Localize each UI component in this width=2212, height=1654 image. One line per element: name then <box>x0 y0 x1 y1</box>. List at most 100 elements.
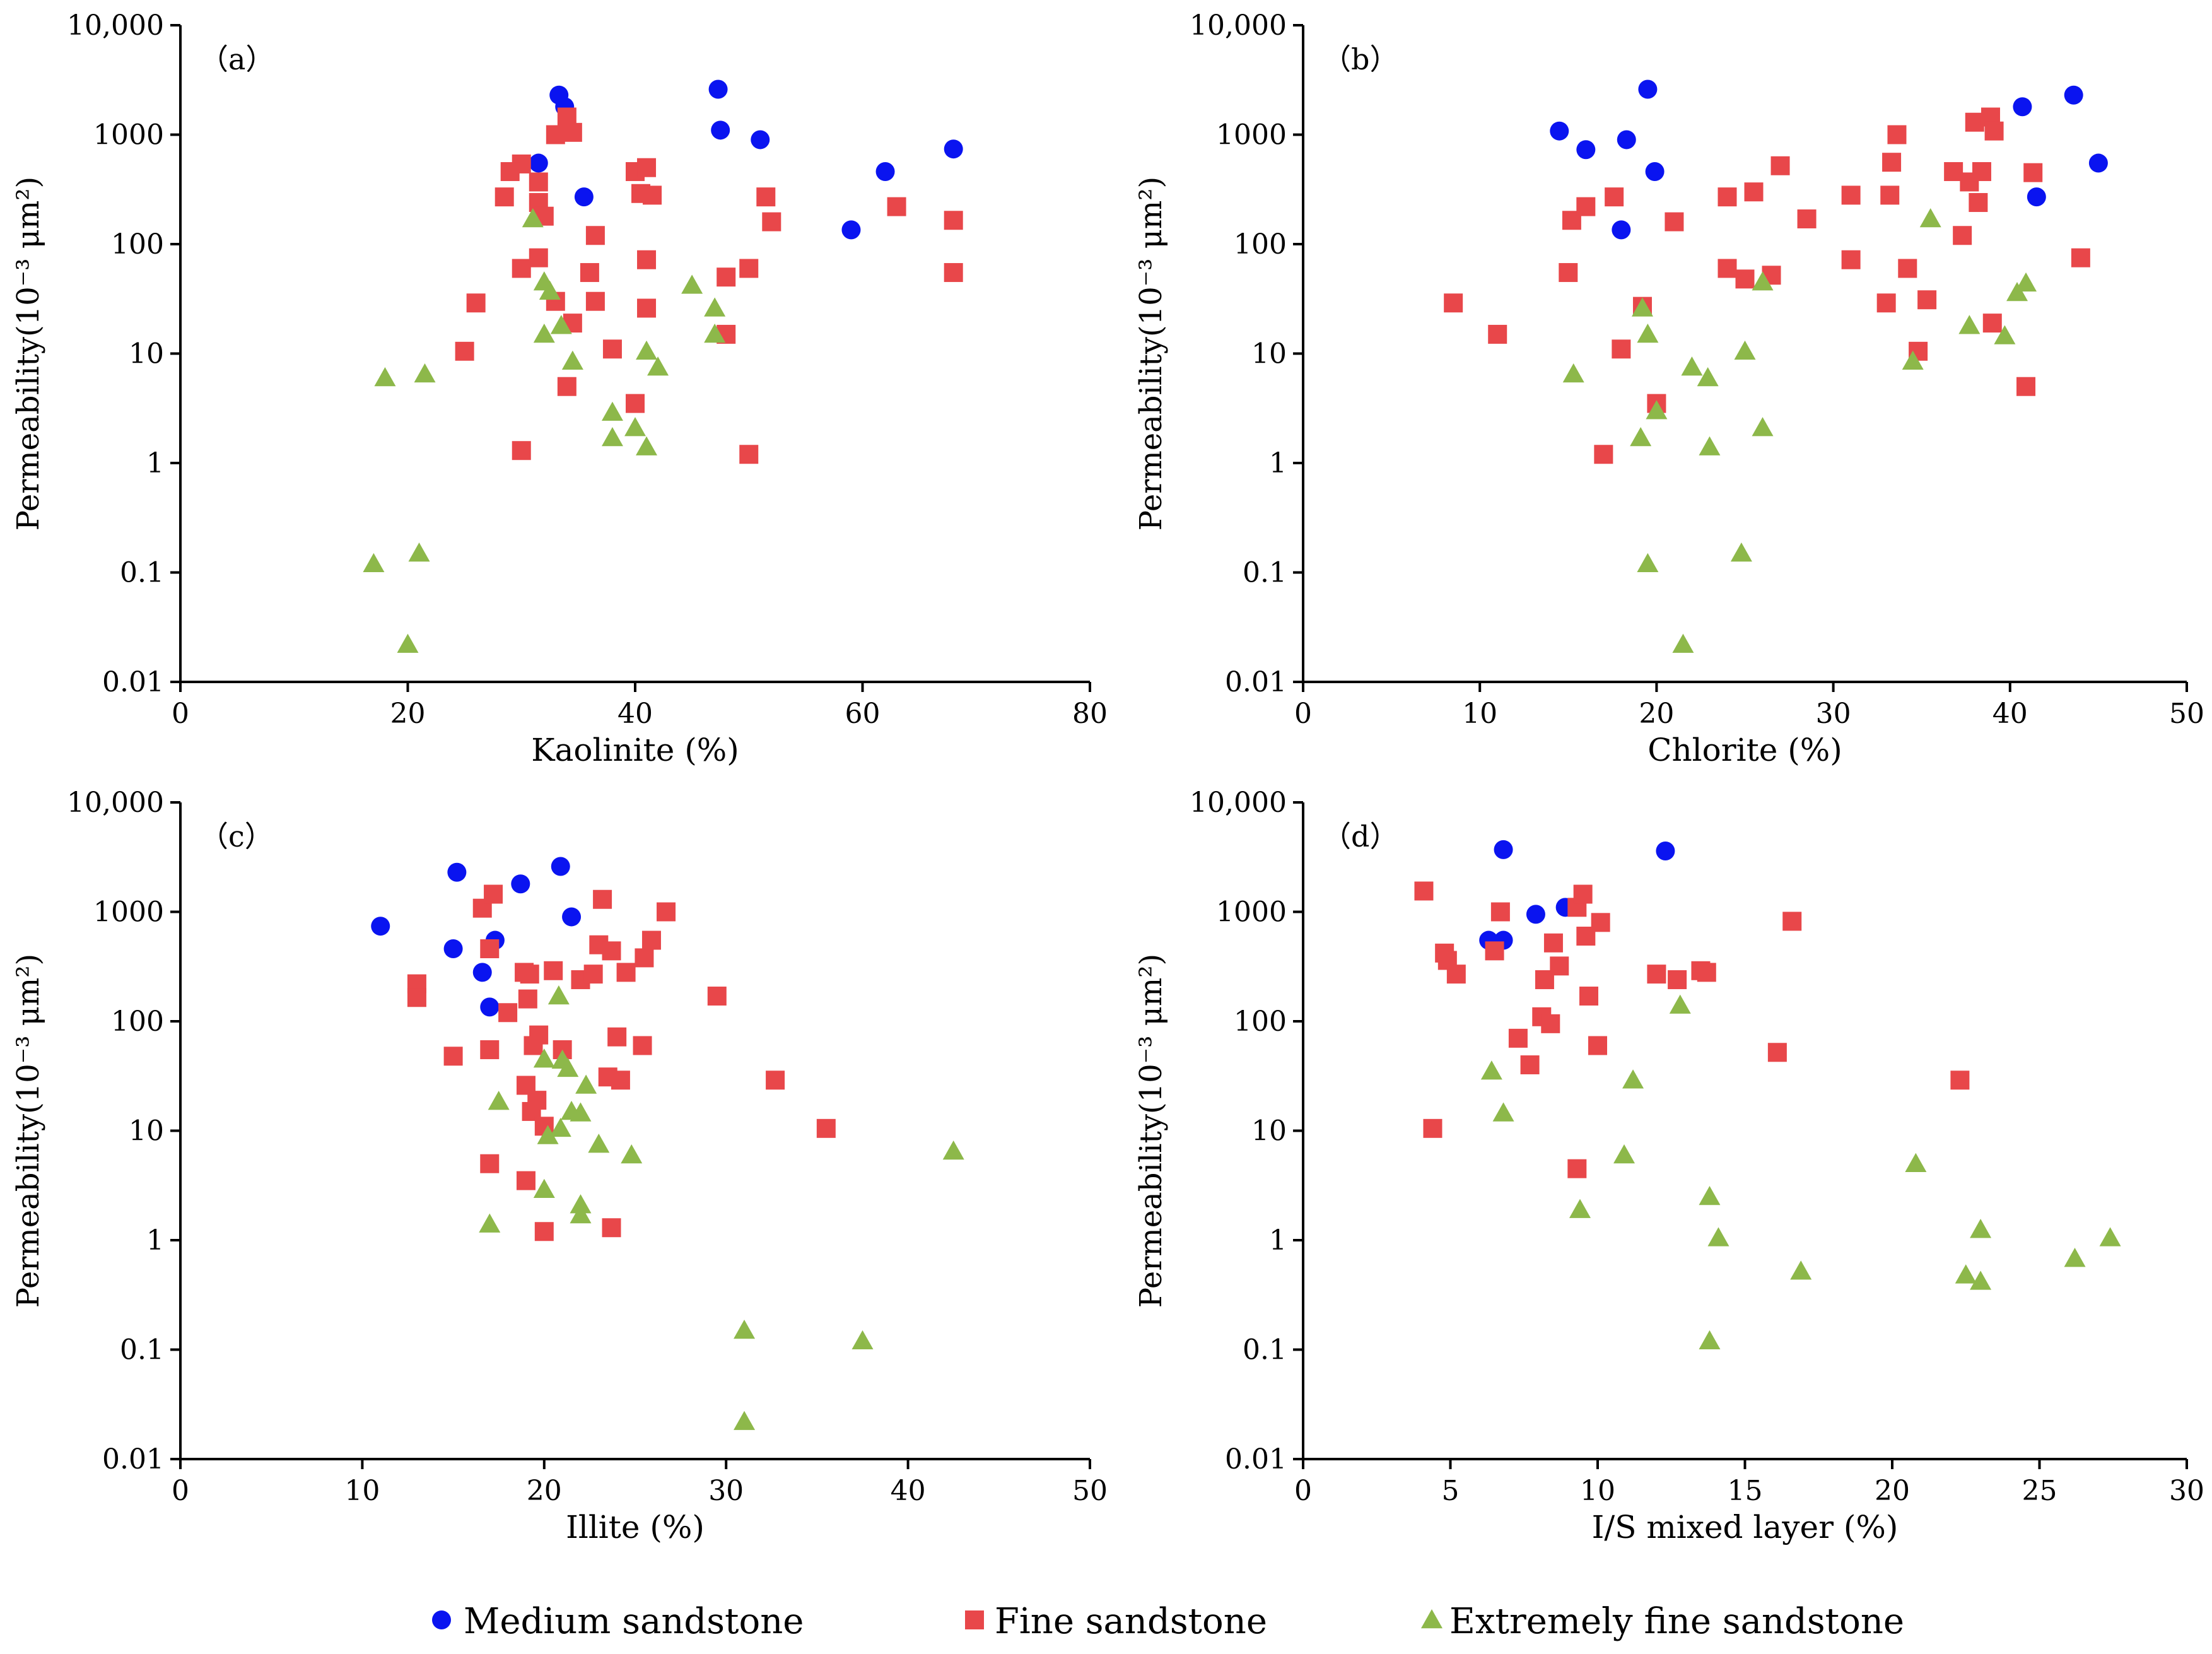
y-tick-label: 100 <box>1234 1006 1287 1038</box>
data-point-fine <box>1735 269 1755 289</box>
data-point-extreme <box>570 1194 592 1214</box>
y-tick-label: 0.1 <box>1243 1334 1287 1366</box>
data-point-extreme <box>1970 1219 1992 1238</box>
series-fine <box>455 107 963 464</box>
data-point-extreme <box>1919 208 1941 228</box>
data-point-fine <box>1880 185 1900 205</box>
data-point-extreme <box>734 1411 756 1430</box>
data-point-extreme <box>1707 1227 1729 1246</box>
data-point-fine <box>1944 162 1963 182</box>
y-tick-label: 100 <box>111 1006 164 1038</box>
data-point-fine <box>1841 185 1861 205</box>
data-point-extreme <box>1955 1264 1977 1284</box>
data-point-extreme <box>522 208 544 228</box>
series-fine <box>1414 881 1970 1178</box>
series-fine <box>1444 107 2090 464</box>
data-point-fine <box>1573 884 1593 904</box>
data-point-extreme <box>557 1057 579 1077</box>
y-tick-label: 10 <box>1251 338 1287 370</box>
data-point-extreme <box>624 417 646 437</box>
data-point-fine <box>2071 248 2090 267</box>
panel-c: 0.01 0.1 1 10 100 1000 10,000 0 10 20 30 40 50 Illite… <box>11 787 1108 1545</box>
data-point-fine <box>518 989 537 1009</box>
data-point-extreme <box>1790 1260 1812 1280</box>
y-axis-title: Permeability(10⁻³ μm²) <box>1133 177 1169 531</box>
data-point-fine <box>756 187 776 207</box>
y-tick-label: 0.1 <box>1243 557 1287 589</box>
data-point-medium <box>1638 79 1658 99</box>
data-point-fine <box>593 889 612 909</box>
data-point-extreme <box>570 1204 592 1224</box>
data-point-fine <box>1718 187 1737 207</box>
data-point-extreme <box>550 315 572 334</box>
data-point-extreme <box>1994 325 2016 344</box>
panel-label: （b） <box>1322 42 1398 76</box>
x-axis-title: Kaolinite (%) <box>531 732 739 768</box>
data-point-fine <box>1984 121 2004 141</box>
y-tick-label: 10,000 <box>1190 787 1287 819</box>
x-tick-label: 20 <box>390 698 426 730</box>
data-point-fine <box>637 250 657 269</box>
y-tick-label: 10,000 <box>67 787 164 819</box>
data-point-extreme <box>1734 340 1756 360</box>
y-tick-label: 10 <box>129 1115 164 1147</box>
data-point-extreme <box>397 633 419 653</box>
data-point-fine <box>1898 259 1917 278</box>
data-point-fine <box>480 1040 500 1060</box>
legend-marker-fine <box>965 1610 984 1629</box>
data-point-fine <box>944 263 963 283</box>
data-point-extreme <box>1699 1185 1721 1205</box>
data-point-fine <box>637 158 657 177</box>
data-point-medium <box>944 139 963 159</box>
data-point-fine <box>1576 197 1596 216</box>
data-point-fine <box>637 298 657 318</box>
y-tick-label: 0.01 <box>102 1443 164 1475</box>
y-tick-label: 10,000 <box>1190 9 1287 42</box>
data-point-fine <box>1882 153 1902 172</box>
data-point-extreme <box>1699 1330 1721 1350</box>
series-extreme <box>479 985 964 1430</box>
data-point-medium <box>511 874 530 894</box>
x-tick-label: 60 <box>845 698 881 730</box>
x-axis-title: I/S mixed layer (%) <box>1592 1509 1899 1545</box>
data-point-fine <box>707 987 727 1006</box>
data-point-extreme <box>681 274 703 294</box>
data-point-extreme <box>533 1048 555 1068</box>
data-point-fine <box>480 939 500 959</box>
data-point-fine <box>1490 902 1510 922</box>
data-point-medium <box>841 220 861 240</box>
data-point-fine <box>529 172 548 192</box>
data-point-extreme <box>621 1144 643 1164</box>
data-point-fine <box>534 1222 554 1241</box>
data-point-medium <box>1645 162 1665 182</box>
data-point-fine <box>1770 156 1790 175</box>
data-point-fine <box>1697 963 1716 982</box>
data-point-fine <box>616 963 636 982</box>
y-axis-title: Permeability(10⁻³ μm²) <box>1133 954 1169 1308</box>
data-point-fine <box>1567 1159 1587 1178</box>
data-point-fine <box>1485 941 1504 961</box>
data-point-fine <box>546 125 565 144</box>
data-point-medium <box>562 907 582 927</box>
data-point-medium <box>2027 187 2046 207</box>
x-tick-label: 5 <box>1442 1475 1460 1507</box>
data-point-fine <box>1917 290 1937 310</box>
data-point-fine <box>1767 1043 1787 1062</box>
x-tick-label: 20 <box>1639 698 1674 730</box>
data-point-fine <box>602 339 622 359</box>
data-point-fine <box>1591 913 1610 932</box>
data-point-fine <box>1588 1036 1607 1055</box>
legend-item-extreme: Extremely fine sandstone <box>1421 1601 1904 1642</box>
y-tick-label: 0.1 <box>120 557 164 589</box>
y-tick-label: 1000 <box>1216 119 1287 151</box>
data-point-extreme <box>1905 1153 1927 1172</box>
data-point-fine <box>443 1047 463 1066</box>
data-point-fine <box>816 1118 836 1138</box>
data-point-fine <box>611 1070 630 1090</box>
data-point-fine <box>585 226 605 245</box>
data-point-medium <box>711 120 730 140</box>
data-point-extreme <box>549 1117 571 1137</box>
data-point-fine <box>494 187 514 207</box>
